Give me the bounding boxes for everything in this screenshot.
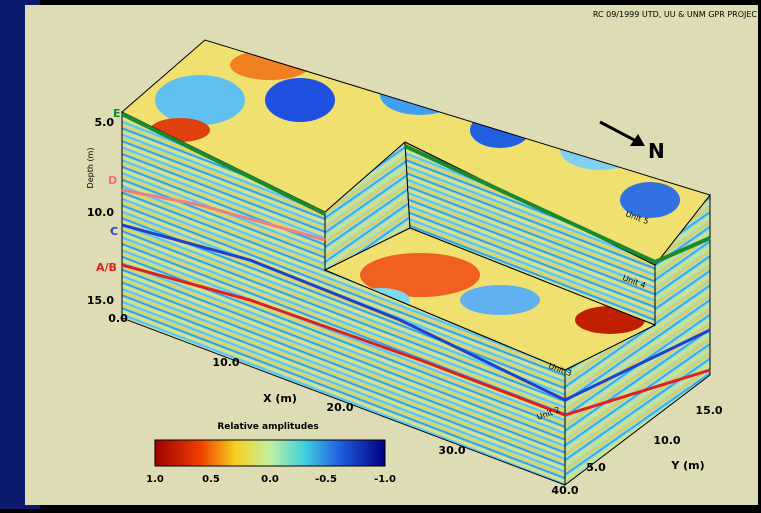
- colorbar-tick: -0.5: [315, 474, 337, 485]
- cut-floor-edge: [323, 227, 657, 371]
- depth-tick: 15.0: [87, 294, 114, 307]
- colorbar-tick: -1.0: [374, 474, 396, 485]
- north-label: N: [648, 139, 665, 163]
- horizon-label: E: [113, 107, 121, 120]
- colorbar-tick: 0.5: [202, 474, 220, 485]
- y-title: Y (m): [670, 459, 704, 472]
- depth-title: Depth (m): [86, 148, 95, 189]
- x-tick: 0.0: [108, 312, 128, 325]
- horizon-c: [121, 223, 711, 402]
- horizon-e: [121, 112, 326, 216]
- horizon-ab: [121, 263, 711, 417]
- horizon-d: [121, 188, 326, 242]
- y-tick: 10.0: [653, 434, 680, 447]
- x-tick: 30.0: [438, 444, 465, 457]
- x-tick: 20.0: [326, 401, 353, 414]
- horizon-label: D: [108, 174, 117, 187]
- colorbar: [154, 439, 386, 467]
- y-tick: 15.0: [695, 404, 722, 417]
- north-arrowhead: [630, 134, 645, 146]
- credit: RC 09/1999 UTD, UU & UNM GPR PROJEC: [593, 10, 758, 19]
- x-tick: 10.0: [212, 356, 239, 369]
- colorbar-tick: 1.0: [146, 474, 164, 485]
- x-tick: 40.0: [551, 484, 578, 497]
- horizon-label: A/B: [96, 261, 117, 274]
- depth-tick: 5.0: [95, 116, 115, 129]
- colorbar-title: Relative amplitudes: [217, 422, 318, 432]
- depth-tick: 10.0: [87, 206, 114, 219]
- horizon-e-right: [404, 144, 711, 265]
- y-tick: 5.0: [586, 461, 606, 474]
- x-title: X (m): [263, 392, 297, 405]
- colorbar-tick: 0.0: [261, 474, 279, 485]
- north-arrow: [599, 120, 641, 145]
- horizon-label: C: [110, 225, 118, 238]
